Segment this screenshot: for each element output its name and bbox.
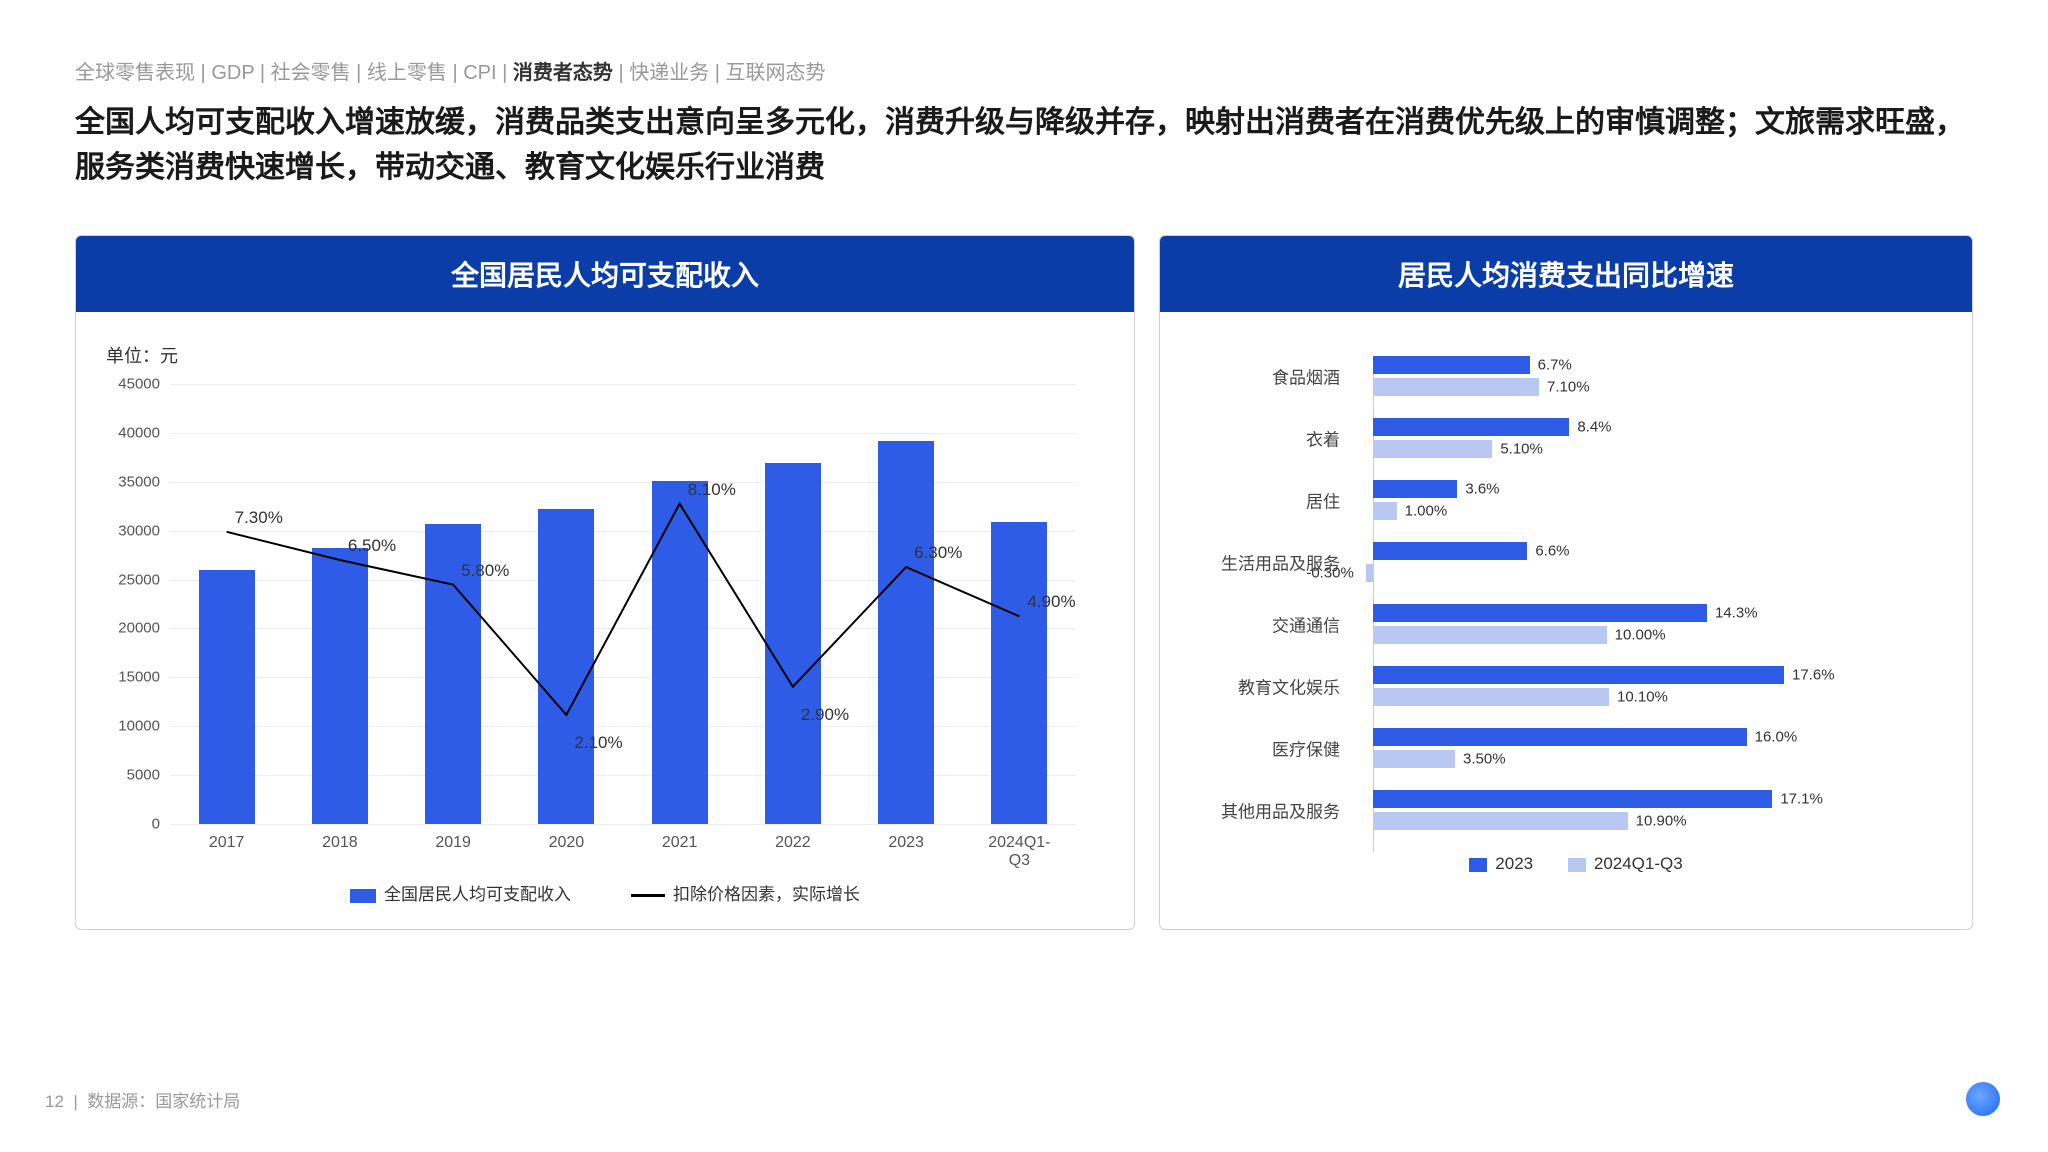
breadcrumb: 全球零售表现 | GDP | 社会零售 | 线上零售 | CPI | 消费者态势…	[75, 56, 826, 85]
line-point-label: 6.50%	[348, 536, 396, 556]
hbar-value-label: 1.00%	[1405, 503, 1448, 520]
legend-bar-swatch	[350, 889, 376, 903]
breadcrumb-item[interactable]: GDP	[211, 62, 254, 84]
flywheel-logo-icon	[1966, 1082, 2000, 1116]
hbar	[1373, 604, 1707, 622]
breadcrumb-item[interactable]: CPI	[463, 62, 496, 84]
breadcrumb-item[interactable]: 全球零售表现	[75, 62, 195, 84]
category-label: 食品烟酒	[1190, 364, 1340, 389]
hbar-value-label: 3.6%	[1465, 481, 1499, 498]
chart-left-legend: 全国居民人均可支配收入 扣除价格因素，实际增长	[106, 880, 1104, 905]
hbar-value-label: 3.50%	[1463, 751, 1506, 768]
line-point-label: 4.90%	[1027, 592, 1075, 612]
legend-2023-swatch	[1469, 858, 1487, 872]
hbar-value-label: 6.7%	[1538, 357, 1572, 374]
panel-income-title: 全国居民人均可支配收入	[76, 236, 1134, 312]
line-point-label: 2.90%	[801, 705, 849, 725]
panel-spending-title: 居民人均消费支出同比增速	[1160, 236, 1972, 312]
hbar	[1373, 790, 1772, 808]
hbar-value-label: 17.6%	[1792, 667, 1835, 684]
category-label: 交通通信	[1190, 612, 1340, 637]
breadcrumb-item[interactable]: 快递业务	[629, 62, 709, 84]
hbar	[1373, 626, 1606, 644]
breadcrumb-item[interactable]: 互联网态势	[726, 62, 826, 84]
income-chart: 0500010000150002000025000300003500040000…	[106, 374, 1096, 864]
line-point-label: 6.30%	[914, 543, 962, 563]
page-headline: 全国人均可支配收入增速放缓，消费品类支出意向呈多元化，消费升级与降级并存，映射出…	[75, 100, 1973, 190]
category-label: 其他用品及服务	[1190, 798, 1340, 823]
category-label: 教育文化娱乐	[1190, 674, 1340, 699]
hbar	[1373, 728, 1746, 746]
chart-right-legend: 2023 2024Q1-Q3	[1190, 854, 1942, 874]
breadcrumb-item[interactable]: 社会零售	[271, 62, 351, 84]
panel-income: 全国居民人均可支配收入 单位：元 05000100001500020000250…	[75, 235, 1135, 930]
hbar	[1373, 542, 1527, 560]
hbar-value-label: 14.3%	[1715, 605, 1758, 622]
hbar	[1366, 564, 1373, 582]
hbar	[1373, 750, 1455, 768]
legend-2023-label: 2023	[1495, 854, 1533, 873]
hbar-value-label: 10.90%	[1636, 813, 1687, 830]
category-label: 衣着	[1190, 426, 1340, 451]
hbar-value-label: -0.30%	[1306, 565, 1354, 582]
line-series	[106, 374, 1096, 864]
hbar	[1373, 418, 1569, 436]
hbar-value-label: 8.4%	[1577, 419, 1611, 436]
line-point-label: 5.80%	[461, 561, 509, 581]
panel-spending: 居民人均消费支出同比增速 食品烟酒 6.7% 7.10% 衣着 8.4% 5.10% 居住 3…	[1159, 235, 1973, 930]
legend-2024-label: 2024Q1-Q3	[1594, 854, 1683, 873]
hbar	[1373, 356, 1529, 374]
spending-chart: 食品烟酒6.7%7.10%衣着8.4%5.10%居住3.6%1.00%生活用品及…	[1190, 342, 1920, 842]
panels-row: 全国居民人均可支配收入 单位：元 05000100001500020000250…	[75, 235, 1973, 930]
hbar-value-label: 6.6%	[1535, 543, 1569, 560]
page-number: 12	[45, 1092, 64, 1111]
hbar-value-label: 10.00%	[1615, 627, 1666, 644]
footer: 12 | 数据源：国家统计局	[45, 1087, 240, 1112]
unit-label: 单位：元	[106, 342, 1104, 368]
breadcrumb-item[interactable]: 线上零售	[367, 62, 447, 84]
legend-line-swatch	[631, 894, 665, 897]
hbar	[1373, 440, 1492, 458]
hbar	[1373, 688, 1609, 706]
category-label: 居住	[1190, 488, 1340, 513]
data-source: 数据源：国家统计局	[87, 1092, 240, 1111]
hbar	[1373, 812, 1627, 830]
legend-2024-swatch	[1568, 858, 1586, 872]
hbar-value-label: 7.10%	[1547, 379, 1590, 396]
legend-bar-label: 全国居民人均可支配收入	[384, 885, 571, 904]
hbar-value-label: 5.10%	[1500, 441, 1543, 458]
hbar-value-label: 16.0%	[1755, 729, 1798, 746]
line-point-label: 8.10%	[688, 480, 736, 500]
breadcrumb-item[interactable]: 消费者态势	[513, 62, 613, 84]
hbar	[1373, 666, 1784, 684]
hbar	[1373, 480, 1457, 498]
hbar-value-label: 17.1%	[1780, 791, 1823, 808]
hbar-value-label: 10.10%	[1617, 689, 1668, 706]
legend-line-label: 扣除价格因素，实际增长	[673, 885, 860, 904]
hbar	[1373, 502, 1396, 520]
line-point-label: 2.10%	[574, 733, 622, 753]
hbar	[1373, 378, 1539, 396]
category-label: 医疗保健	[1190, 736, 1340, 761]
line-point-label: 7.30%	[235, 508, 283, 528]
